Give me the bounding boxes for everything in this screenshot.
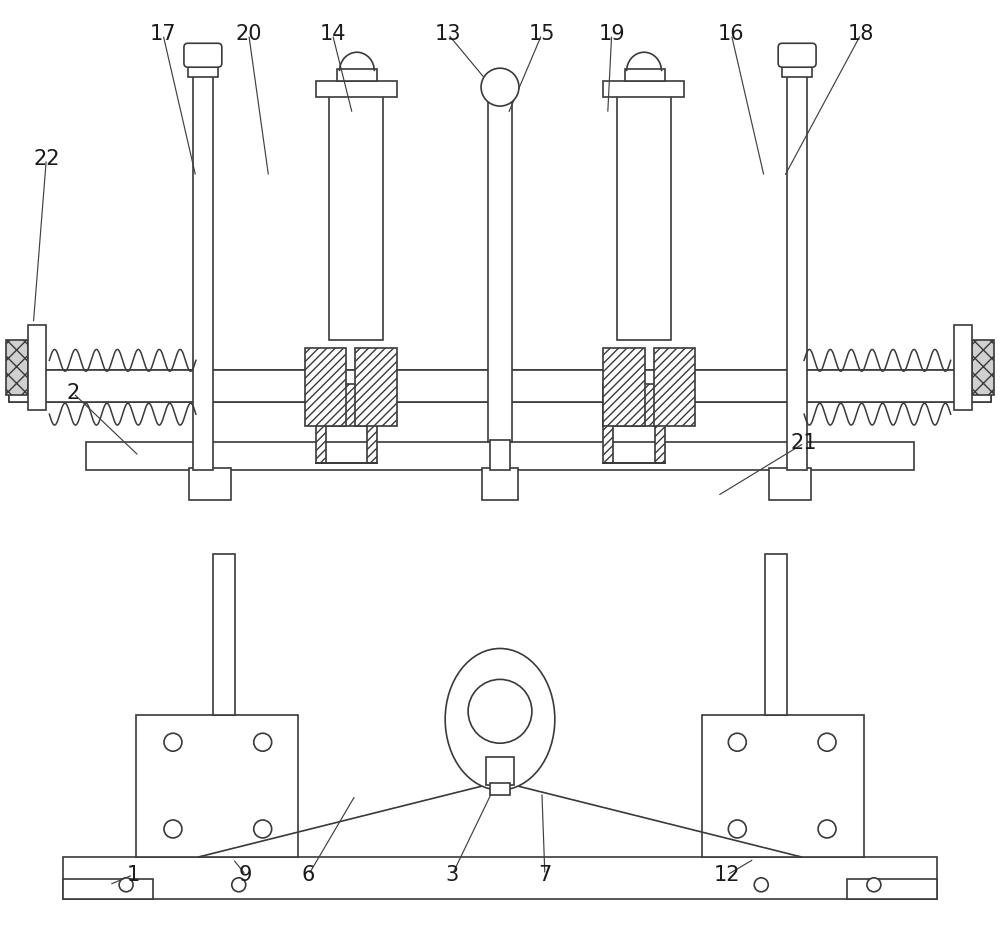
Text: 16: 16 (718, 25, 745, 45)
Text: 20: 20 (235, 25, 262, 45)
Text: 12: 12 (714, 865, 741, 884)
Circle shape (254, 733, 272, 751)
Bar (603, 82, 684, 97)
Circle shape (164, 733, 182, 751)
Bar (655, 425, 665, 463)
Bar (63, 879, 153, 899)
Bar (787, 75, 807, 470)
Circle shape (481, 68, 519, 106)
Bar (189, 468, 231, 500)
Circle shape (728, 733, 746, 751)
FancyBboxPatch shape (184, 44, 222, 67)
Bar (316, 384, 377, 427)
Text: 18: 18 (848, 25, 874, 45)
Bar (482, 468, 518, 500)
Circle shape (867, 878, 881, 892)
Bar (305, 348, 346, 427)
Bar (490, 440, 510, 470)
Text: 21: 21 (791, 433, 817, 453)
Bar (617, 96, 671, 340)
Bar (972, 340, 994, 395)
Text: 15: 15 (529, 25, 555, 45)
Text: 6: 6 (302, 865, 315, 884)
Bar (63, 857, 937, 899)
Bar (316, 425, 326, 463)
Circle shape (818, 733, 836, 751)
Bar (329, 96, 383, 340)
Bar (355, 348, 397, 427)
Bar (603, 425, 613, 463)
Text: 2: 2 (67, 383, 80, 403)
Text: 22: 22 (33, 149, 60, 169)
Bar (213, 554, 235, 716)
Bar (765, 554, 787, 716)
FancyBboxPatch shape (778, 44, 816, 67)
Circle shape (232, 878, 246, 892)
Circle shape (754, 878, 768, 892)
Text: 17: 17 (150, 25, 176, 45)
Bar (28, 325, 46, 410)
Bar (9, 371, 991, 402)
Circle shape (468, 680, 532, 743)
Text: 3: 3 (446, 865, 459, 884)
Bar (9, 377, 991, 396)
Text: 13: 13 (435, 25, 461, 45)
Bar (625, 69, 665, 82)
Bar (603, 384, 665, 427)
Bar (9, 371, 991, 402)
Bar (188, 64, 218, 77)
Circle shape (164, 820, 182, 838)
Bar (488, 91, 512, 442)
Bar (490, 783, 510, 795)
Bar (769, 468, 811, 500)
Bar (337, 69, 377, 82)
Bar (136, 716, 298, 857)
Ellipse shape (445, 648, 555, 790)
Circle shape (254, 820, 272, 838)
Bar (316, 82, 397, 97)
Text: 7: 7 (538, 865, 551, 884)
Circle shape (818, 820, 836, 838)
Bar (702, 716, 864, 857)
Bar (6, 340, 28, 395)
Bar (847, 879, 937, 899)
Bar (193, 75, 213, 470)
Bar (954, 325, 972, 410)
Bar (486, 757, 514, 785)
Text: 9: 9 (239, 865, 252, 884)
Text: 1: 1 (126, 865, 140, 884)
Bar (367, 425, 377, 463)
Circle shape (119, 878, 133, 892)
Text: 14: 14 (319, 25, 346, 45)
Bar (603, 348, 645, 427)
Bar (654, 348, 695, 427)
Circle shape (728, 820, 746, 838)
Bar (782, 64, 812, 77)
Text: 19: 19 (598, 25, 625, 45)
Bar (86, 442, 914, 470)
